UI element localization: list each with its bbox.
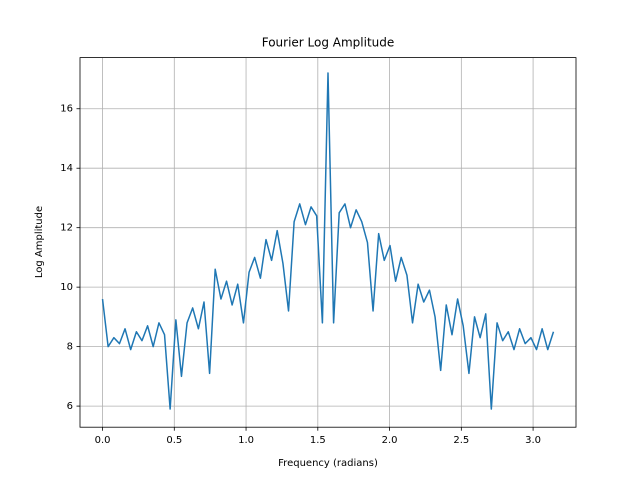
y-tick-label: 16 [60, 104, 73, 115]
y-tick-label: 6 [67, 401, 73, 412]
x-tick-label: 2.0 [382, 435, 398, 446]
y-tick-label: 8 [67, 342, 73, 353]
x-tick-label: 2.5 [453, 435, 469, 446]
y-axis-label: Log Amplitude [34, 206, 45, 278]
plot-frame [79, 57, 577, 428]
y-tick-label: 14 [60, 163, 73, 174]
x-tick-label: 1.5 [310, 435, 326, 446]
data-line [101, 72, 555, 410]
y-tick-label: 10 [60, 282, 73, 293]
x-tick-label: 0.5 [166, 435, 182, 446]
x-axis-label: Frequency (radians) [278, 458, 378, 469]
x-tick-label: 1.0 [238, 435, 254, 446]
x-tick-label: 3.0 [525, 435, 541, 446]
x-tick-label: 0.0 [95, 435, 111, 446]
y-tick-label: 12 [60, 223, 73, 234]
chart-title: Fourier Log Amplitude [262, 36, 395, 50]
